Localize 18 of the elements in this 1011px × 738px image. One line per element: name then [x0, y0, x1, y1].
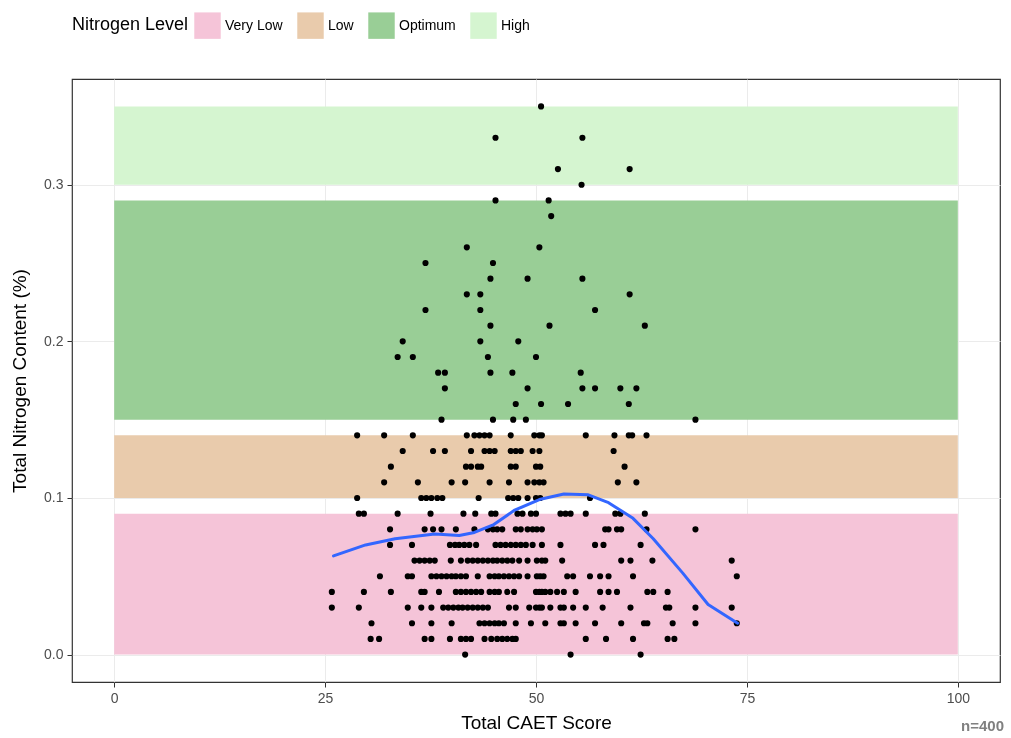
x-tick-label: 75	[739, 689, 756, 706]
y-tick-label: 0.2	[44, 332, 64, 349]
legend-label: Very Low	[225, 16, 284, 33]
x-tick-label: 100	[946, 689, 971, 706]
y-tick-label: 0.0	[44, 646, 64, 663]
y-tick-label: 0.3	[44, 176, 64, 193]
legend-label: High	[501, 16, 530, 33]
x-tick-label: 0	[110, 689, 119, 706]
x-tick-label: 25	[317, 689, 334, 706]
legend-title: Nitrogen Level	[72, 14, 189, 34]
y-tick-label: 0.1	[44, 489, 64, 506]
legend-label: Optimum	[399, 16, 456, 33]
line-series	[332, 492, 740, 625]
x-tick-label: 50	[528, 689, 545, 706]
x-axis-title: Total CAET Score	[461, 711, 612, 733]
text: n=400	[961, 717, 1004, 734]
y-axis-title: Total Nitrogen Content (%)	[9, 269, 31, 493]
legend-label: Low	[328, 16, 355, 33]
